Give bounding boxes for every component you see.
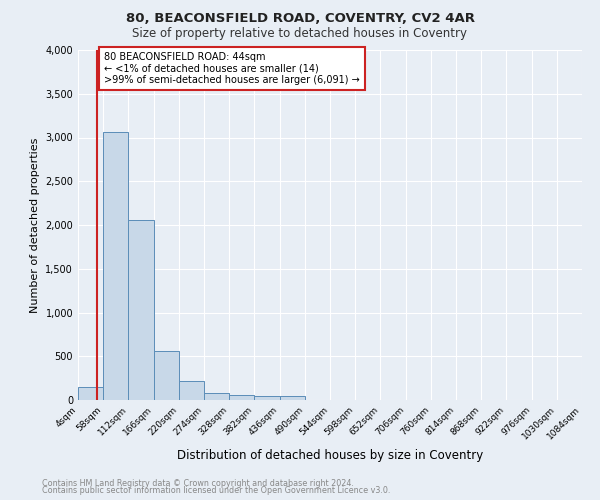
Y-axis label: Number of detached properties: Number of detached properties xyxy=(30,138,40,312)
Bar xyxy=(280,396,305,400)
Bar xyxy=(128,220,154,400)
Text: 80, BEACONSFIELD ROAD, COVENTRY, CV2 4AR: 80, BEACONSFIELD ROAD, COVENTRY, CV2 4AR xyxy=(125,12,475,26)
Bar xyxy=(179,381,204,400)
Bar xyxy=(103,132,128,400)
Bar xyxy=(229,395,254,400)
Bar xyxy=(254,396,280,400)
Text: Size of property relative to detached houses in Coventry: Size of property relative to detached ho… xyxy=(133,28,467,40)
X-axis label: Distribution of detached houses by size in Coventry: Distribution of detached houses by size … xyxy=(177,450,483,462)
Bar xyxy=(78,387,103,400)
Text: 80 BEACONSFIELD ROAD: 44sqm
← <1% of detached houses are smaller (14)
>99% of se: 80 BEACONSFIELD ROAD: 44sqm ← <1% of det… xyxy=(104,52,360,85)
Bar xyxy=(204,394,229,400)
Text: Contains public sector information licensed under the Open Government Licence v3: Contains public sector information licen… xyxy=(42,486,391,495)
Text: Contains HM Land Registry data © Crown copyright and database right 2024.: Contains HM Land Registry data © Crown c… xyxy=(42,478,354,488)
Bar xyxy=(154,351,179,400)
